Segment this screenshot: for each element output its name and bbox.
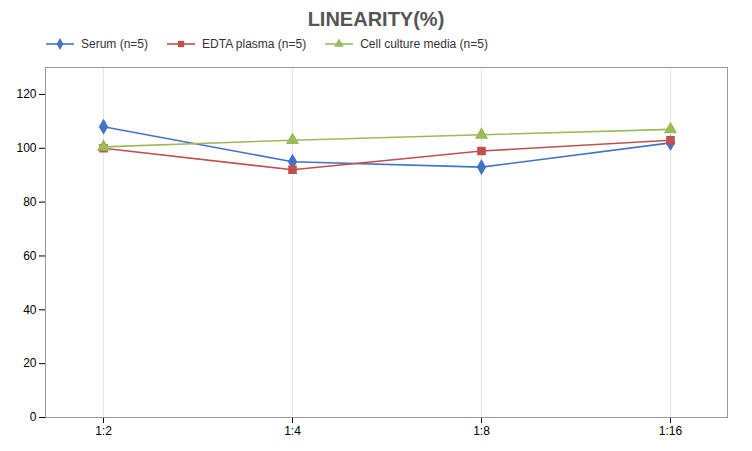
svg-text:0: 0 [30, 410, 37, 424]
svg-text:20: 20 [23, 356, 37, 370]
svg-text:60: 60 [23, 249, 37, 263]
svg-text:1:4: 1:4 [284, 424, 301, 438]
svg-text:40: 40 [23, 303, 37, 317]
svg-text:1:2: 1:2 [95, 424, 112, 438]
svg-text:120: 120 [16, 87, 36, 101]
svg-text:1:8: 1:8 [473, 424, 490, 438]
svg-text:80: 80 [23, 195, 37, 209]
html-text:Serum (n=5): Serum (n=5) [81, 37, 148, 51]
html-text:LINEARITY(%): LINEARITY(%) [307, 8, 445, 30]
svg-text:1:16: 1:16 [659, 424, 683, 438]
html-text:EDTA plasma (n=5): EDTA plasma (n=5) [202, 37, 307, 51]
svg-text:100: 100 [16, 141, 36, 155]
html-text:Cell culture media (n=5): Cell culture media (n=5) [360, 37, 488, 51]
